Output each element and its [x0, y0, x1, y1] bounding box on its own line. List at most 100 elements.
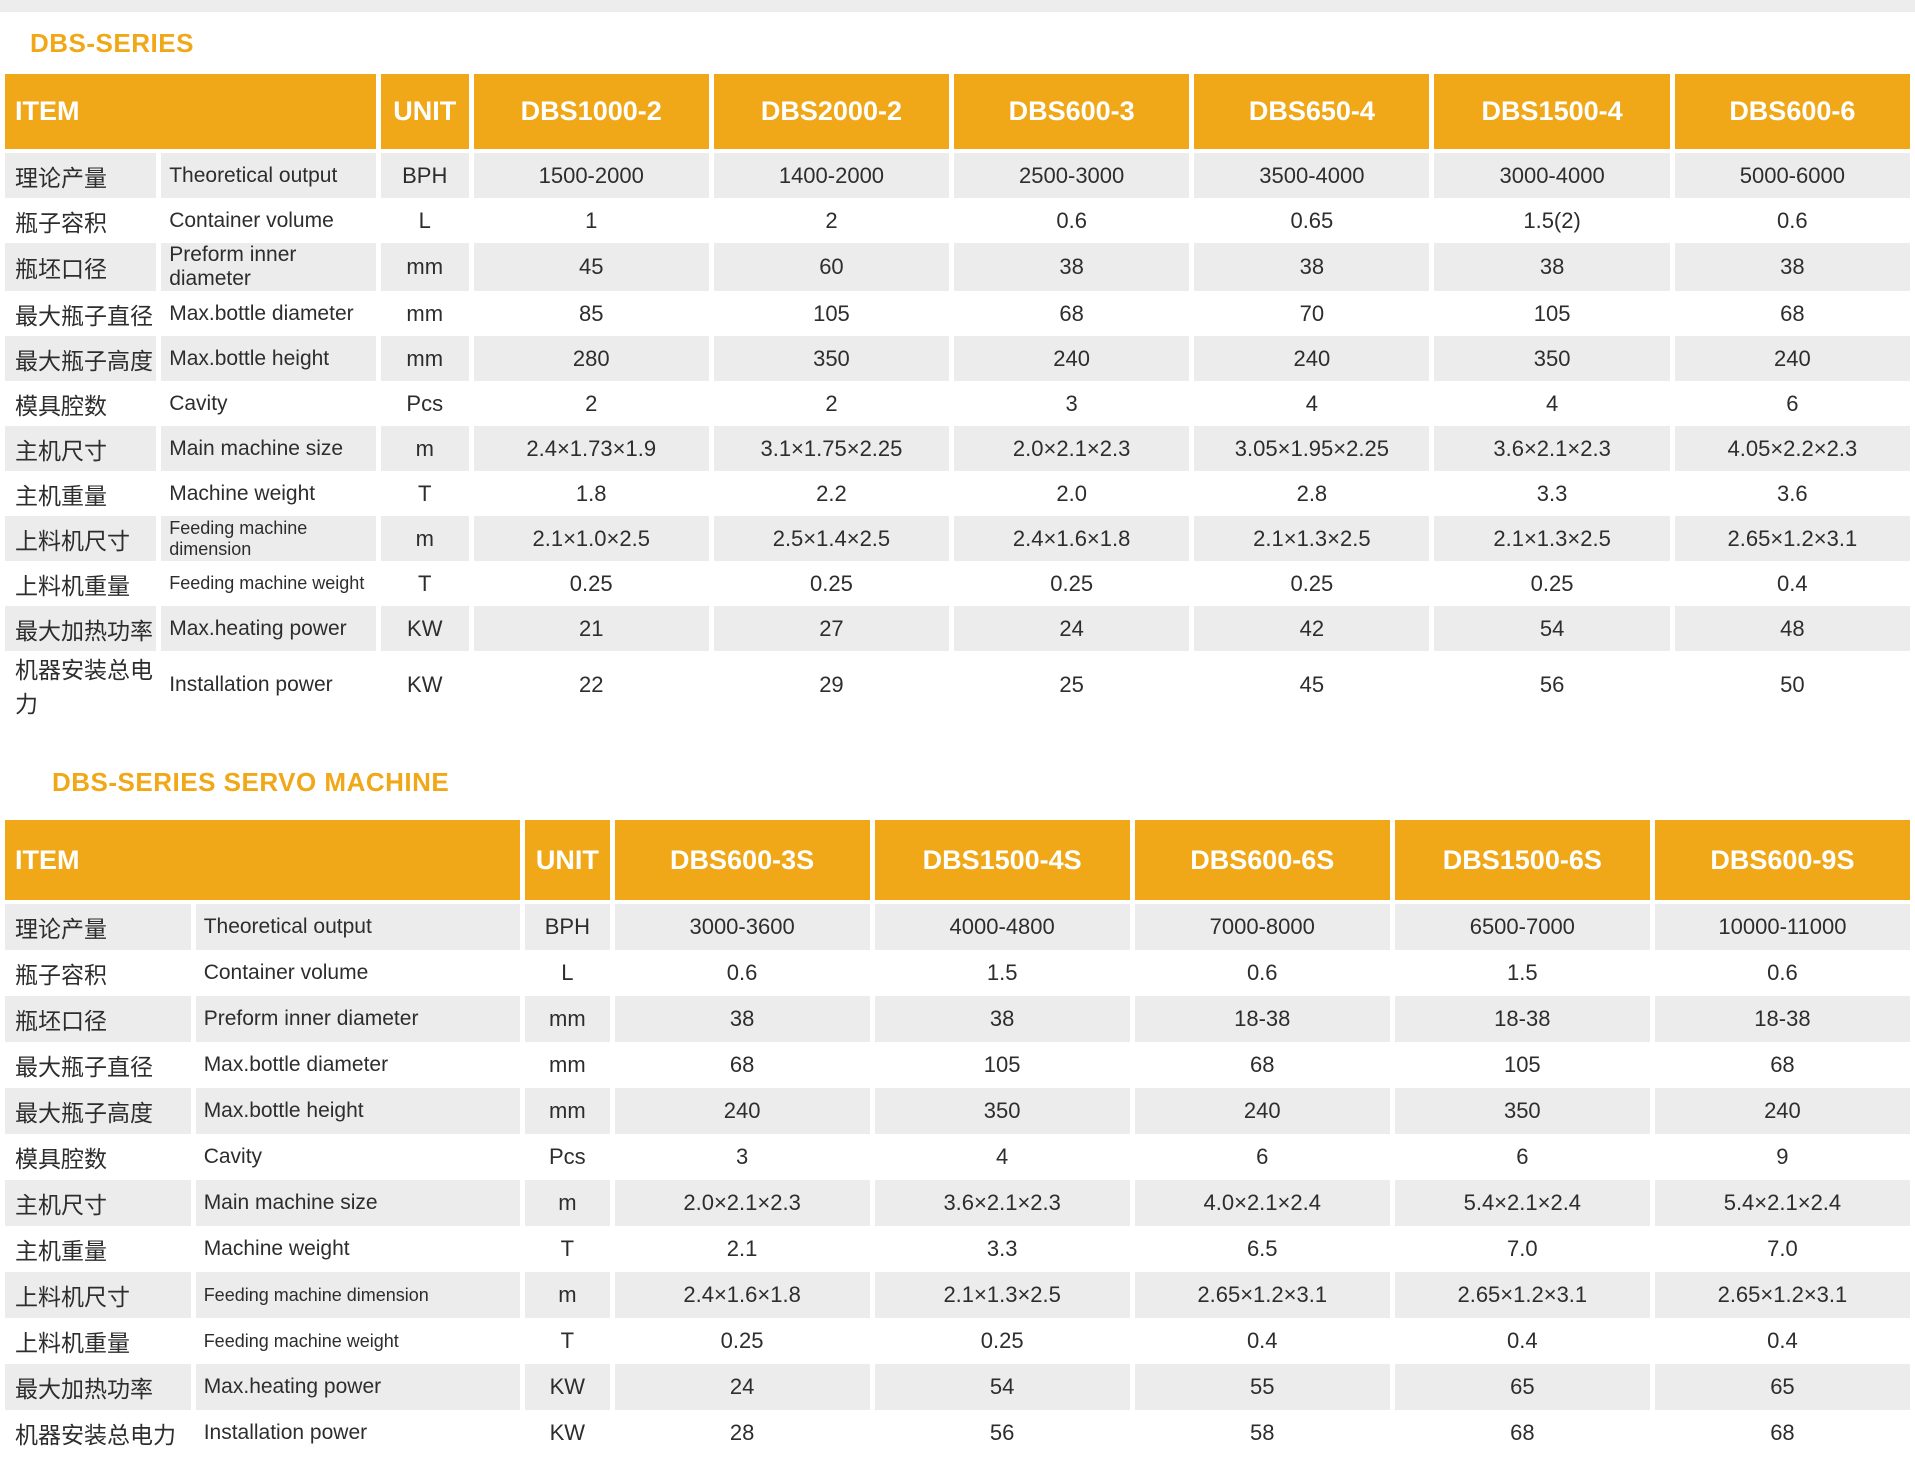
item-column-header: ITEM	[5, 820, 521, 904]
value-cell: 28	[614, 1410, 870, 1456]
unit-cell: KW	[380, 606, 469, 651]
value-cell: 9	[1654, 1134, 1910, 1180]
value-cell: 350	[874, 1088, 1130, 1134]
header-row: ITEM UNIT DBS600-3S DBS1500-4S DBS600-6S DBS1…	[5, 820, 1910, 904]
row-label-chinese: 模具腔数	[5, 381, 157, 426]
value-cell: 3.3	[1434, 471, 1670, 516]
value-cell: 1400-2000	[713, 153, 950, 198]
spec-row: 最大瓶子直径 Max.bottle diameter mm 85 105 68 70 105 6…	[5, 291, 1910, 336]
value-cell: 7.0	[1394, 1226, 1650, 1272]
value-cell: 280	[473, 336, 709, 381]
value-cell: 48	[1674, 606, 1910, 651]
value-cell: 38	[954, 243, 1190, 291]
top-strip	[0, 0, 1915, 12]
row-label-chinese: 主机重量	[5, 471, 157, 516]
value-cell: 105	[713, 291, 950, 336]
value-cell: 0.65	[1194, 198, 1430, 243]
value-cell: 0.4	[1394, 1318, 1650, 1364]
value-cell: 240	[1654, 1088, 1910, 1134]
value-cell: 2.8	[1194, 471, 1430, 516]
spec-row: 理论产量 Theoretical output BPH 3000-3600 4000-4…	[5, 904, 1910, 950]
row-label-chinese: 最大加热功率	[5, 606, 157, 651]
row-label-english: Preform inner diameter	[161, 243, 376, 291]
row-label-chinese: 瓶坯口径	[5, 996, 191, 1042]
value-cell: 2.5×1.4×2.5	[713, 516, 950, 561]
value-cell: 240	[1194, 336, 1430, 381]
header-row: ITEM UNIT DBS1000-2 DBS2000-2 DBS600-3 DBS650…	[5, 74, 1910, 153]
value-cell: 2.1×1.3×2.5	[1434, 516, 1670, 561]
value-cell: 1.5(2)	[1434, 198, 1670, 243]
value-cell: 54	[1434, 606, 1670, 651]
value-cell: 29	[713, 651, 950, 719]
unit-cell: L	[525, 950, 610, 996]
value-cell: 1	[473, 198, 709, 243]
unit-cell: Pcs	[525, 1134, 610, 1180]
row-label-english: Max.bottle diameter	[195, 1042, 521, 1088]
row-label-english: Installation power	[161, 651, 376, 719]
row-label-english: Preform inner diameter	[195, 996, 521, 1042]
value-cell: 68	[1134, 1042, 1390, 1088]
value-cell: 2	[713, 381, 950, 426]
value-cell: 56	[874, 1410, 1130, 1456]
value-cell: 0.25	[874, 1318, 1130, 1364]
spec-row: 主机重量 Machine weight T 2.1 3.3 6.5 7.0 7.0	[5, 1226, 1910, 1272]
value-cell: 2.0×2.1×2.3	[954, 426, 1190, 471]
value-cell: 2.1×1.0×2.5	[473, 516, 709, 561]
value-cell: 85	[473, 291, 709, 336]
value-cell: 4	[1434, 381, 1670, 426]
value-cell: 0.6	[954, 198, 1190, 243]
value-cell: 65	[1654, 1364, 1910, 1410]
row-label-chinese: 主机尺寸	[5, 426, 157, 471]
unit-cell: T	[380, 471, 469, 516]
value-cell: 2.2	[713, 471, 950, 516]
row-label-english: Feeding machine dimension	[161, 516, 376, 561]
value-cell: 2.65×1.2×3.1	[1654, 1272, 1910, 1318]
unit-cell: m	[525, 1180, 610, 1226]
row-label-english: Cavity	[161, 381, 376, 426]
spec-row: 上料机重量 Feeding machine weight T 0.25 0.25 0.25…	[5, 561, 1910, 606]
value-cell: 105	[874, 1042, 1130, 1088]
value-cell: 65	[1394, 1364, 1650, 1410]
spec-row: 最大加热功率 Max.heating power KW 24 54 55 65 65	[5, 1364, 1910, 1410]
model-column-header: DBS1500-6S	[1394, 820, 1650, 904]
row-label-english: Container volume	[195, 950, 521, 996]
value-cell: 350	[713, 336, 950, 381]
row-label-english: Feeding machine weight	[195, 1318, 521, 1364]
row-label-english: Installation power	[195, 1410, 521, 1456]
value-cell: 3	[954, 381, 1190, 426]
value-cell: 240	[614, 1088, 870, 1134]
spec-row: 最大加热功率 Max.heating power KW 21 27 24 42 54 48	[5, 606, 1910, 651]
value-cell: 105	[1394, 1042, 1650, 1088]
unit-column-header: UNIT	[525, 820, 610, 904]
unit-cell: T	[525, 1226, 610, 1272]
value-cell: 6500-7000	[1394, 904, 1650, 950]
value-cell: 350	[1434, 336, 1670, 381]
spec-row: 瓶子容积 Container volume L 1 2 0.6 0.65 1.5(2) 0.6	[5, 198, 1910, 243]
row-label-english: Feeding machine dimension	[195, 1272, 521, 1318]
value-cell: 2.1	[614, 1226, 870, 1272]
value-cell: 4.0×2.1×2.4	[1134, 1180, 1390, 1226]
value-cell: 68	[1674, 291, 1910, 336]
value-cell: 45	[473, 243, 709, 291]
dbs-series-section: DBS-SERIES ITEM UNIT DBS1000-2 DBS2000-2 DBS…	[0, 28, 1915, 719]
value-cell: 4	[874, 1134, 1130, 1180]
value-cell: 38	[1194, 243, 1430, 291]
spec-row: 主机尺寸 Main machine size m 2.0×2.1×2.3 3.6×2.1…	[5, 1180, 1910, 1226]
unit-column-header: UNIT	[380, 74, 469, 153]
value-cell: 3500-4000	[1194, 153, 1430, 198]
value-cell: 0.6	[1654, 950, 1910, 996]
row-label-english: Max.bottle height	[195, 1088, 521, 1134]
row-label-english: Machine weight	[161, 471, 376, 516]
value-cell: 70	[1194, 291, 1430, 336]
unit-cell: m	[380, 426, 469, 471]
spec-row: 模具腔数 Cavity Pcs 3 4 6 6 9	[5, 1134, 1910, 1180]
row-label-english: Container volume	[161, 198, 376, 243]
value-cell: 38	[1434, 243, 1670, 291]
row-label-english: Main machine size	[195, 1180, 521, 1226]
value-cell: 4000-4800	[874, 904, 1130, 950]
value-cell: 24	[614, 1364, 870, 1410]
section-title-dbs-series-servo: DBS-SERIES SERVO MACHINE	[52, 767, 450, 797]
unit-cell: mm	[525, 1042, 610, 1088]
value-cell: 45	[1194, 651, 1430, 719]
model-column-header: DBS600-6	[1674, 74, 1910, 153]
